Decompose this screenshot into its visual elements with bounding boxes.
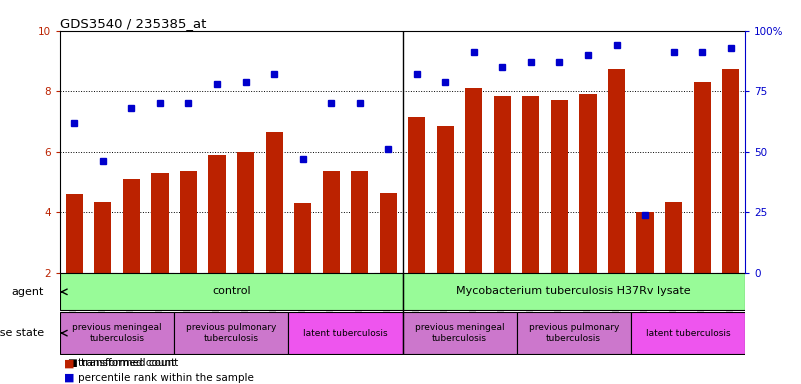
Bar (323, 171, 340, 273)
Bar (380, 192, 396, 273)
Bar (294, 203, 311, 273)
Bar (637, 212, 654, 273)
Text: previous pulmonary
tuberculosis: previous pulmonary tuberculosis (186, 323, 276, 343)
Text: GDS3540 / 235385_at: GDS3540 / 235385_at (60, 17, 207, 30)
Bar (237, 152, 254, 273)
Text: ■: ■ (64, 372, 74, 383)
Bar (551, 100, 568, 273)
Text: ■: ■ (64, 358, 74, 368)
Text: ■ transformed count: ■ transformed count (68, 358, 179, 368)
Bar (522, 96, 540, 273)
Bar (123, 179, 140, 273)
Bar (180, 171, 197, 273)
Text: percentile rank within the sample: percentile rank within the sample (78, 372, 254, 383)
Bar (722, 68, 739, 273)
Text: previous pulmonary
tuberculosis: previous pulmonary tuberculosis (529, 323, 619, 343)
Bar (351, 171, 368, 273)
Text: transformed count: transformed count (78, 358, 175, 368)
Bar (151, 173, 168, 273)
Bar (208, 155, 226, 273)
Text: previous meningeal
tuberculosis: previous meningeal tuberculosis (415, 323, 505, 343)
Bar (631, 312, 745, 354)
Bar (403, 273, 745, 310)
Bar (579, 94, 597, 273)
Text: latent tuberculosis: latent tuberculosis (646, 329, 731, 338)
Bar (60, 312, 175, 354)
Bar (665, 202, 682, 273)
Bar (517, 312, 631, 354)
Text: latent tuberculosis: latent tuberculosis (303, 329, 388, 338)
Bar (66, 194, 83, 273)
Bar (60, 273, 403, 310)
Text: previous meningeal
tuberculosis: previous meningeal tuberculosis (72, 323, 162, 343)
Text: disease state: disease state (0, 328, 44, 338)
Bar (437, 126, 454, 273)
Bar (266, 132, 283, 273)
Bar (409, 117, 425, 273)
Text: agent: agent (12, 287, 44, 297)
Bar (174, 312, 288, 354)
Text: control: control (212, 286, 251, 296)
Bar (694, 82, 710, 273)
Bar (465, 88, 482, 273)
Bar (95, 202, 111, 273)
Bar (288, 312, 403, 354)
Text: Mycobacterium tuberculosis H37Rv lysate: Mycobacterium tuberculosis H37Rv lysate (457, 286, 691, 296)
Bar (608, 68, 625, 273)
Bar (493, 96, 511, 273)
Bar (403, 312, 517, 354)
